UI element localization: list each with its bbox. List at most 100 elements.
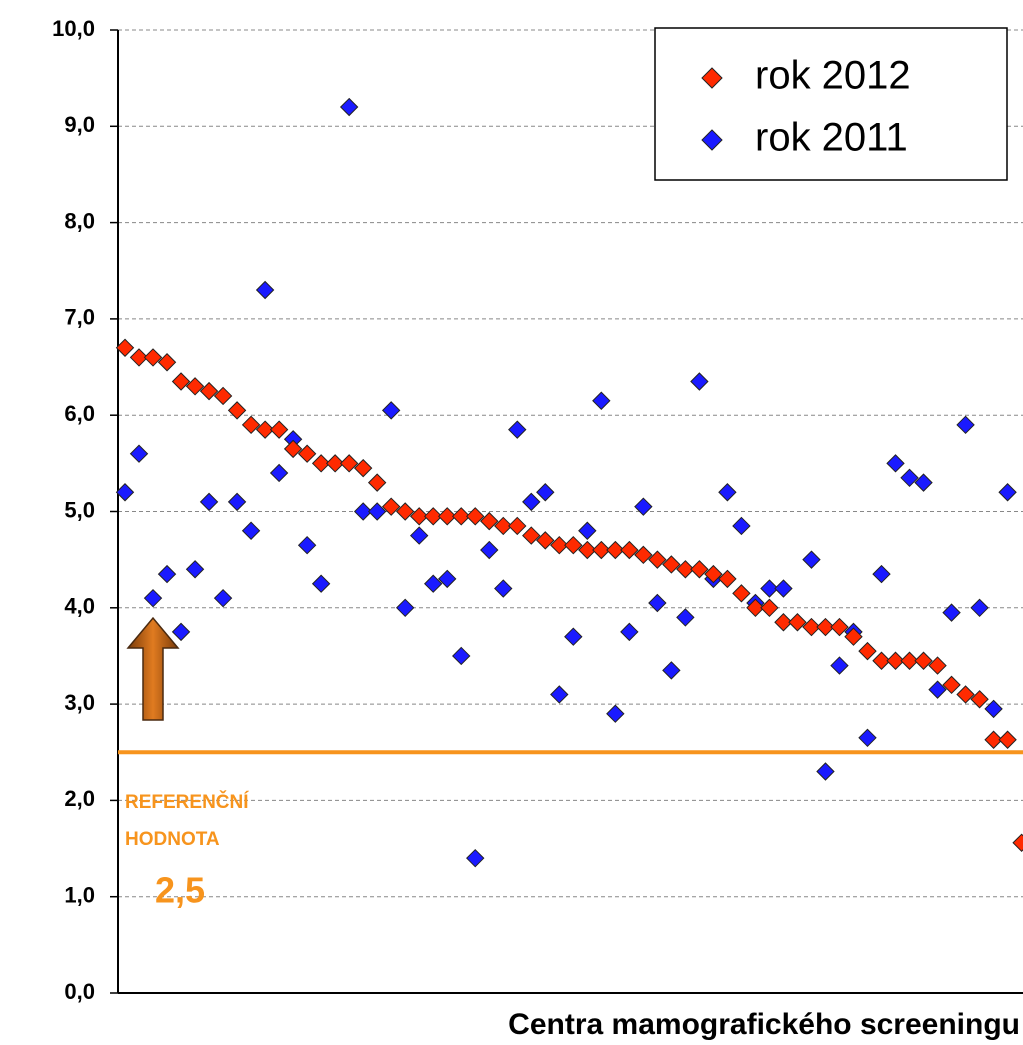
point <box>424 574 443 593</box>
point <box>171 372 191 391</box>
reference-annotation: HODNOTA <box>125 829 220 850</box>
point <box>452 646 471 666</box>
point <box>480 511 499 531</box>
point <box>732 516 751 536</box>
point <box>676 560 695 579</box>
point <box>339 454 359 473</box>
point <box>676 608 695 627</box>
point <box>199 492 219 512</box>
point <box>381 497 401 516</box>
point <box>802 550 821 569</box>
point <box>564 627 583 646</box>
point <box>970 598 989 618</box>
point <box>269 420 289 439</box>
y-tick-label: 6,0 <box>64 401 95 426</box>
point <box>353 502 373 521</box>
point <box>774 579 793 598</box>
point <box>395 598 415 618</box>
point <box>606 540 625 560</box>
marks <box>115 97 1023 868</box>
point <box>872 651 891 670</box>
point <box>662 661 681 680</box>
point <box>774 613 793 632</box>
point <box>283 439 303 459</box>
point <box>199 381 219 401</box>
point <box>760 598 779 618</box>
point <box>690 560 709 579</box>
point <box>255 420 275 439</box>
y-tick-label: 2,0 <box>64 786 95 811</box>
point <box>381 401 401 420</box>
point <box>662 555 681 574</box>
y-tick-label: 5,0 <box>64 497 95 522</box>
point <box>788 613 807 632</box>
point <box>494 516 513 536</box>
point <box>185 377 205 396</box>
point <box>816 762 835 781</box>
point <box>830 617 849 637</box>
point <box>886 454 905 473</box>
point <box>872 564 891 584</box>
point <box>494 579 513 598</box>
point <box>409 526 429 545</box>
point <box>311 574 331 593</box>
legend-marker <box>701 67 723 89</box>
point <box>115 338 135 357</box>
point <box>648 593 667 613</box>
point <box>424 507 443 526</box>
point <box>858 728 877 748</box>
point <box>998 730 1017 749</box>
point <box>690 372 709 391</box>
point <box>143 588 163 608</box>
y-tick-label: 0,0 <box>64 979 95 1004</box>
point <box>606 704 625 723</box>
point <box>704 564 723 584</box>
point <box>339 97 359 117</box>
point <box>760 579 779 598</box>
point <box>564 535 583 555</box>
y-tick-label: 9,0 <box>64 112 95 137</box>
point <box>718 569 737 589</box>
point <box>171 622 191 642</box>
point <box>297 535 317 555</box>
point <box>886 651 905 670</box>
point <box>115 483 135 502</box>
point <box>830 656 849 675</box>
point <box>900 651 919 670</box>
point <box>970 690 989 709</box>
point <box>466 848 485 868</box>
point <box>311 454 331 473</box>
point <box>928 656 947 675</box>
point <box>438 569 457 589</box>
legend-label: rok 2011 <box>755 116 908 160</box>
point <box>942 675 961 695</box>
point <box>213 386 233 406</box>
point <box>522 526 541 545</box>
y-tick-label: 7,0 <box>64 305 95 330</box>
y-tick-label: 1,0 <box>64 883 95 908</box>
reference-arrow <box>126 616 180 721</box>
point <box>185 560 205 579</box>
point <box>858 641 877 661</box>
legend-box <box>654 27 1008 181</box>
point <box>550 535 569 555</box>
point <box>592 540 611 560</box>
point <box>956 415 975 435</box>
point <box>620 622 639 642</box>
point <box>466 507 485 526</box>
point <box>536 483 555 502</box>
point <box>395 502 415 521</box>
point <box>802 617 821 637</box>
point <box>269 463 289 483</box>
legend-marker <box>701 129 723 151</box>
point <box>508 420 527 439</box>
point <box>522 492 541 512</box>
point <box>746 598 765 618</box>
point <box>129 444 149 463</box>
point <box>942 603 961 622</box>
point <box>157 353 177 372</box>
point <box>998 483 1017 502</box>
y-tick-label: 10,0 <box>52 16 95 41</box>
overlay: REFERENČNÍ HODNOTA 2,5 rok 2012 rok 2011 <box>125 27 1008 911</box>
